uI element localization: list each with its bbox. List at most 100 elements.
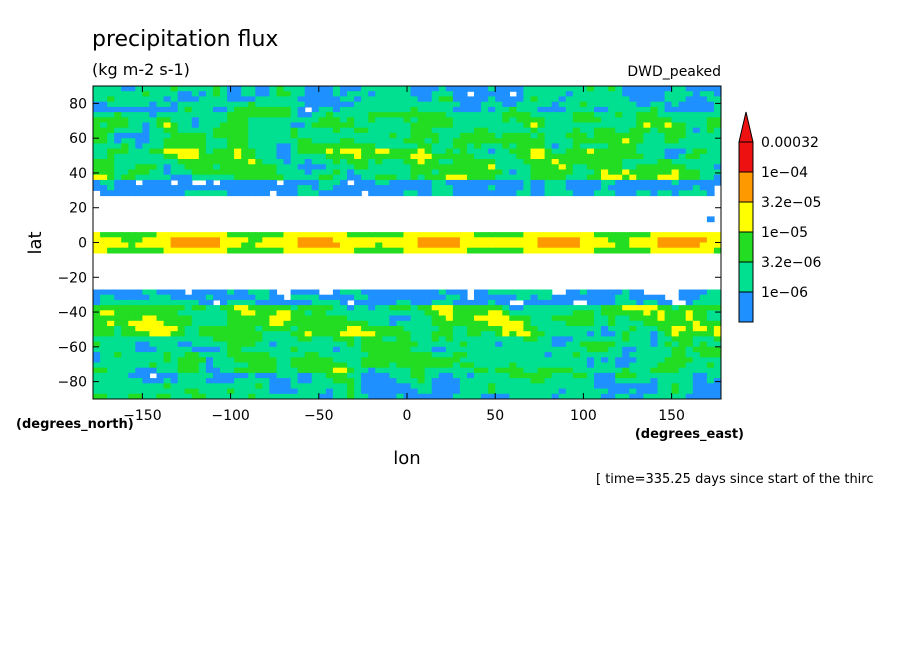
field-cell [135, 357, 143, 364]
field-cell [234, 164, 242, 171]
field-cell [177, 393, 186, 399]
field-cell [579, 346, 588, 353]
field-cell [692, 159, 701, 165]
field-cell [297, 294, 306, 301]
field-cell [699, 106, 708, 113]
field-cell [488, 378, 496, 384]
field-cell [121, 331, 129, 337]
field-cell [601, 86, 609, 92]
field-cell [311, 372, 320, 379]
field-cell [664, 372, 673, 379]
field-cell [248, 122, 256, 129]
field-cell [375, 138, 383, 144]
field-cell [650, 185, 659, 191]
field-cell [509, 346, 517, 353]
field-cell [177, 86, 186, 92]
field-cell [474, 299, 482, 306]
field-cell [227, 101, 235, 108]
field-cell [594, 174, 602, 181]
field-cell [191, 393, 200, 399]
field-cell [156, 367, 165, 374]
field-cell [184, 393, 193, 399]
field-cell [509, 367, 517, 374]
field-cell [615, 101, 623, 108]
field-cell [643, 153, 652, 160]
field-cell [417, 174, 426, 181]
field-cell [530, 91, 539, 97]
field-cell [629, 357, 637, 364]
field-cell [227, 91, 235, 97]
field-cell [586, 96, 595, 103]
field-cell [516, 247, 525, 254]
field-cell [551, 247, 560, 254]
field-cell [290, 305, 299, 311]
field-cell [445, 127, 454, 134]
field-cell [671, 346, 680, 353]
field-cell [142, 86, 151, 92]
field-cell [297, 299, 306, 306]
field-cell [586, 315, 595, 322]
field-cell [629, 179, 637, 186]
field-cell [114, 341, 122, 348]
field-cell [177, 372, 186, 379]
field-cell [579, 148, 588, 155]
field-cell [375, 341, 383, 348]
field-cell [636, 383, 644, 390]
field-cell [368, 367, 376, 374]
field-cell [579, 372, 588, 379]
field-cell [657, 179, 666, 186]
field-cell [114, 112, 122, 118]
field-cell [516, 310, 525, 317]
field-cell [368, 190, 376, 197]
field-cell [671, 305, 680, 311]
field-cell [403, 148, 412, 155]
field-cell [156, 362, 165, 369]
field-cell [685, 326, 694, 332]
field-cell [502, 372, 510, 379]
field-cell [149, 164, 158, 171]
field-cell [403, 179, 412, 186]
field-cell [629, 341, 637, 348]
field-cell [163, 148, 172, 155]
field-cell [163, 190, 172, 197]
field-cell [241, 164, 249, 171]
field-cell [234, 159, 242, 165]
field-cell [396, 289, 405, 296]
field-cell [107, 132, 115, 139]
field-cell [572, 148, 581, 155]
field-cell [495, 305, 503, 311]
field-cell [678, 331, 687, 337]
field-cell [220, 331, 228, 337]
field-cell [643, 341, 652, 348]
field-cell [220, 101, 228, 108]
field-cell [459, 331, 468, 337]
field-cell [601, 169, 609, 176]
field-cell [594, 101, 602, 108]
field-cell [565, 326, 574, 332]
field-cell [544, 383, 553, 390]
field-cell [502, 357, 510, 364]
field-cell [502, 383, 510, 390]
field-cell [608, 331, 616, 337]
field-cell [107, 91, 115, 97]
field-cell [474, 101, 482, 108]
field-cell [544, 106, 553, 113]
field-cell [368, 101, 376, 108]
field-cell [622, 132, 630, 139]
field-cell [601, 331, 609, 337]
field-cell [643, 101, 652, 108]
field-cell [184, 112, 193, 118]
field-cell [213, 247, 221, 254]
field-cell [396, 310, 405, 317]
field-cell [213, 372, 221, 379]
field-cell [198, 185, 207, 191]
field-cell [107, 294, 115, 301]
field-cell [318, 331, 327, 337]
field-cell [368, 383, 376, 390]
y-axis-label: lat [25, 231, 46, 254]
field-cell [361, 352, 369, 358]
field-cell [361, 393, 369, 399]
field-cell [325, 320, 334, 327]
field-cell [227, 346, 235, 353]
field-cell [191, 101, 200, 108]
